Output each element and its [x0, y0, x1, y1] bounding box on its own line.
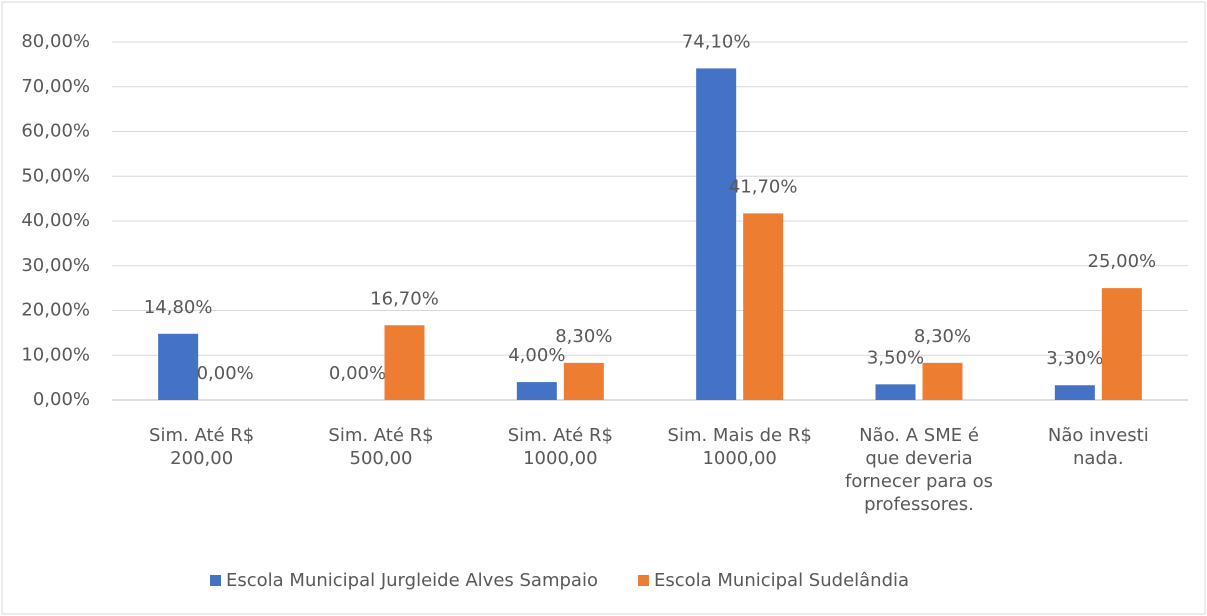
x-tick-label: Sim. Até R$ — [149, 425, 254, 446]
data-label: 41,70% — [729, 176, 798, 197]
y-tick-label: 60,00% — [21, 121, 90, 142]
bar — [875, 384, 916, 400]
data-label: 0,00% — [329, 363, 386, 384]
x-tick-label: Sim. Mais de R$ — [668, 425, 812, 446]
legend-label: Escola Municipal Sudelândia — [654, 570, 909, 591]
data-label: 0,00% — [197, 363, 254, 384]
data-label: 4,00% — [508, 345, 565, 366]
x-tick-label: 1000,00 — [523, 448, 597, 469]
bar — [516, 382, 557, 400]
x-tick-label: fornecer para os — [845, 471, 993, 492]
y-tick-label: 50,00% — [21, 165, 90, 186]
x-tick-label: professores. — [864, 494, 974, 515]
data-label: 74,10% — [682, 31, 751, 52]
x-tick-label: que deveria — [865, 448, 972, 469]
bar — [1054, 385, 1095, 400]
y-tick-label: 70,00% — [21, 76, 90, 97]
legend-swatch — [637, 575, 649, 586]
legend-label: Escola Municipal Jurgleide Alves Sampaio — [226, 570, 598, 591]
legend-swatch — [210, 575, 221, 586]
x-tick-label: Sim. Até R$ — [508, 425, 613, 446]
x-tick-label: Não investi — [1048, 425, 1149, 446]
data-label: 8,30% — [914, 326, 971, 347]
data-label: 25,00% — [1088, 251, 1157, 272]
x-tick-label: 500,00 — [350, 448, 413, 469]
x-tick-label: Não. A SME é — [859, 425, 979, 446]
data-label: 8,30% — [555, 326, 612, 347]
bar — [563, 362, 604, 400]
y-tick-label: 30,00% — [21, 255, 90, 276]
x-tick-label: nada. — [1073, 448, 1124, 469]
bar — [158, 333, 199, 400]
data-label: 16,70% — [370, 288, 439, 309]
bar — [384, 325, 425, 400]
y-tick-label: 40,00% — [21, 210, 90, 231]
bar — [696, 68, 737, 400]
x-tick-label: 200,00 — [170, 448, 233, 469]
bar — [743, 213, 784, 400]
y-tick-label: 20,00% — [21, 300, 90, 321]
bar — [1101, 288, 1142, 400]
bar — [922, 362, 963, 400]
y-tick-label: 80,00% — [21, 31, 90, 52]
data-label: 3,50% — [867, 347, 924, 368]
y-tick-label: 0,00% — [33, 389, 90, 410]
data-label: 14,80% — [144, 297, 213, 318]
y-tick-label: 10,00% — [21, 344, 90, 365]
x-tick-label: Sim. Até R$ — [328, 425, 433, 446]
x-tick-label: 1000,00 — [702, 448, 776, 469]
data-label: 3,30% — [1046, 348, 1103, 369]
